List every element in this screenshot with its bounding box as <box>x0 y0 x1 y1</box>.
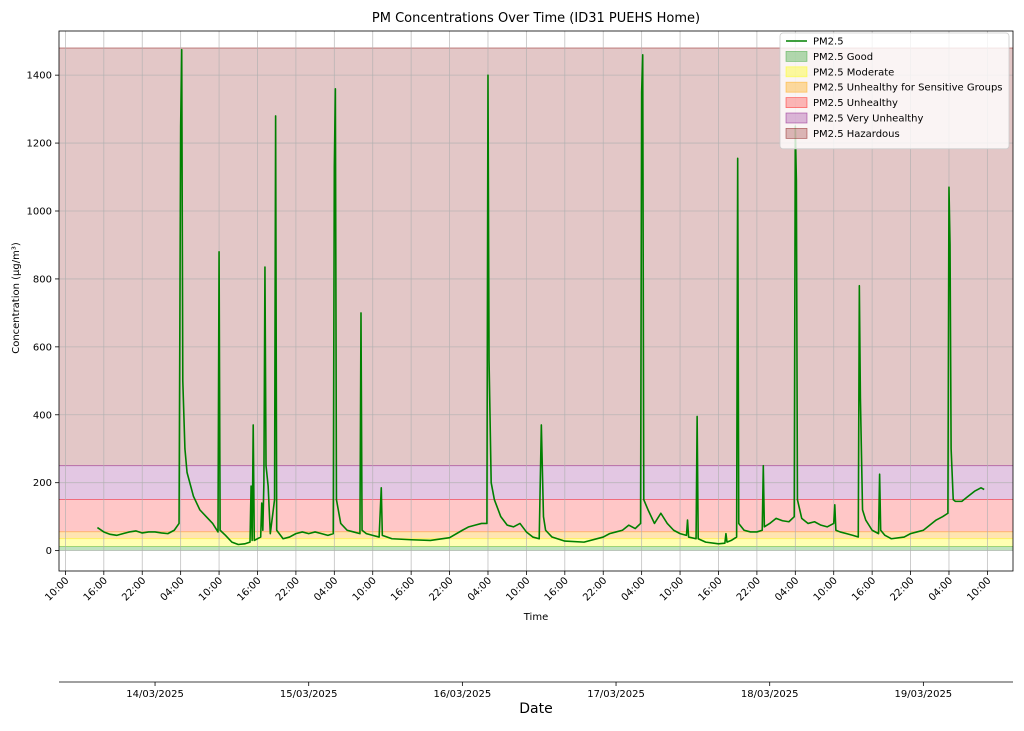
date-axis: 14/03/2025 15/03/2025 16/03/2025 17/03/2025… <box>59 681 1013 700</box>
y-tick-label: 1000 <box>27 207 52 218</box>
legend: PM2.5 PM2.5 Good PM2.5 Moderate PM2.5 Unhea… <box>779 32 1010 150</box>
series-group <box>96 48 985 546</box>
y-tick-label: 200 <box>33 478 52 489</box>
legend-patch-swatch <box>785 81 808 93</box>
y-tick-label: 0 <box>46 546 52 557</box>
date-tick-label: 16/03/2025 <box>434 689 492 700</box>
x-tick-label: 10:00 <box>658 575 686 603</box>
x-tick-label: 04:00 <box>620 575 648 603</box>
legend-label: PM2.5 Hazardous <box>813 129 900 140</box>
y-tick-label: 400 <box>33 410 52 421</box>
date-tick-label: 14/03/2025 <box>126 689 184 700</box>
x-tick-label: 04:00 <box>466 575 494 603</box>
x-tick-label: 10:00 <box>812 575 840 603</box>
x-tick-label: 22:00 <box>889 575 917 603</box>
x-tick-label: 04:00 <box>927 575 955 603</box>
chart-title: PM Concentrations Over Time (ID31 PUEHS … <box>372 11 700 26</box>
y-axis-label: Concentration (µg/m³) <box>11 242 22 354</box>
legend-label: PM2.5 Good <box>813 52 873 63</box>
x-tick-label: 16:00 <box>235 575 263 603</box>
y-tick-label: 1400 <box>27 71 52 82</box>
x-tick-label: 22:00 <box>274 575 302 603</box>
series-line-pm2-5 <box>96 48 985 546</box>
x-tick-label: 04:00 <box>312 575 340 603</box>
date-axis-label: Date <box>519 701 552 717</box>
legend-label: PM2.5 <box>813 37 844 48</box>
x-tick-label: 22:00 <box>120 575 148 603</box>
date-tick-label: 15/03/2025 <box>280 689 338 700</box>
legend-patch-swatch <box>785 127 808 139</box>
x-tick-label: 04:00 <box>773 575 801 603</box>
legend-patch-swatch <box>785 97 808 108</box>
x-tick-label: 10:00 <box>965 575 993 603</box>
x-tick-label: 10:00 <box>43 575 71 603</box>
band-pm2-5-unhealthy-for-sensitive-groups <box>59 531 1013 539</box>
x-tick-label: 16:00 <box>696 575 724 603</box>
legend-label: PM2.5 Unhealthy for Sensitive Groups <box>813 83 1003 94</box>
date-tick-label: 19/03/2025 <box>895 689 953 700</box>
x-axis-label: Time <box>523 612 548 623</box>
x-tick-label: 10:00 <box>197 575 225 603</box>
legend-box <box>779 32 1010 150</box>
x-tick-label: 22:00 <box>428 575 456 603</box>
axes-frame-rect <box>58 30 1014 572</box>
x-tick-label: 04:00 <box>159 575 187 603</box>
y-tick-label: 600 <box>33 342 52 353</box>
date-tick-label: 17/03/2025 <box>587 689 645 700</box>
legend-patch-swatch <box>785 112 808 124</box>
x-tick-label: 10:00 <box>351 575 379 603</box>
x-tick-label: 10:00 <box>504 575 532 603</box>
x-tick-label: 16:00 <box>389 575 417 603</box>
band-pm2-5-moderate <box>59 538 1013 547</box>
x-axis-ticks: 10:00 16:00 22:00 04:00 10:00 16:00 22:00 04:00… <box>43 571 994 604</box>
x-tick-label: 16:00 <box>543 575 571 603</box>
y-axis-ticks: 0 200 400 600 800 1000 1200 1400 <box>27 71 59 557</box>
y-tick-label: 800 <box>33 274 52 285</box>
x-tick-label: 22:00 <box>735 575 763 603</box>
legend-label: PM2.5 Moderate <box>813 67 894 78</box>
band-pm2-5-good <box>59 546 1013 551</box>
date-tick-label: 18/03/2025 <box>741 689 799 700</box>
axes-frame <box>58 30 1014 572</box>
y-tick-label: 1200 <box>27 139 52 150</box>
legend-label: PM2.5 Very Unhealthy <box>813 114 923 125</box>
x-tick-label: 16:00 <box>82 575 110 603</box>
x-tick-label: 22:00 <box>581 575 609 603</box>
x-tick-label: 16:00 <box>850 575 878 603</box>
legend-label: PM2.5 Unhealthy <box>813 98 898 109</box>
legend-patch-swatch <box>785 66 808 78</box>
legend-patch-swatch <box>785 51 808 62</box>
